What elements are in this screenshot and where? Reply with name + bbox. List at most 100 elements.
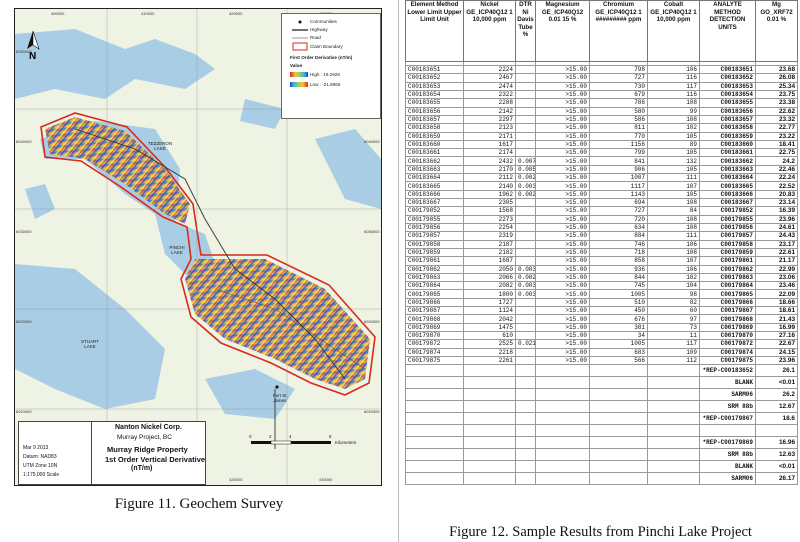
cell-dtr-ni xyxy=(515,355,536,366)
cell-chromium: 844 xyxy=(589,272,648,283)
cell-empty xyxy=(589,364,648,378)
cell-nickel: 1124 xyxy=(463,306,516,316)
cell-mg-xrf: 22.09 xyxy=(755,289,798,299)
cell-analyte-id: C00183667 xyxy=(699,197,756,208)
header-magnesium: Magnesium GE_ICP40Q12 0.01 15 % xyxy=(535,0,590,62)
table-row: C00179856 2254 >15.00 634 108 C00179856 24.61 xyxy=(405,222,798,233)
cell-sample-id: C00179875 xyxy=(405,355,464,366)
cell-qc-analyte: *REP-C00179869 xyxy=(699,436,756,450)
table-header-row: Element Method Lower Limit Upper Limit U… xyxy=(405,0,798,62)
cell-empty xyxy=(463,424,516,438)
cell-analyte-id: C00183656 xyxy=(699,106,756,116)
map-title-block: Nanton Nickel Corp. Murray Project, BC M… xyxy=(18,421,206,485)
cell-analyte-id: C00183652 xyxy=(699,73,756,83)
cell-chromium: 586 xyxy=(589,114,648,125)
cell-empty xyxy=(515,448,536,462)
cell-sample-id: C00183657 xyxy=(405,114,464,125)
coord-top-3: 420000 xyxy=(229,11,243,16)
cell-empty xyxy=(535,436,590,450)
table-row: C00179874 2218 >15.00 683 109 C00179874 24.15 xyxy=(405,347,798,357)
cell-mg-xrf: 25.34 xyxy=(755,81,798,91)
community-marker xyxy=(275,385,279,389)
cell-nickel: 2182 xyxy=(463,247,516,258)
table-row: C00183653 2474 >15.00 730 117 C00183653 25.34 xyxy=(405,81,798,91)
table-row: C00183663 2170 0.005 >15.00 906 105 C00183663 2… xyxy=(405,164,798,175)
cell-dtr-ni xyxy=(515,114,536,125)
cell-analyte-id: C00179859 xyxy=(699,247,756,258)
legend-symbols xyxy=(290,20,308,87)
header-cobalt: Cobalt GE_ICP40Q12 1 10,000 ppm xyxy=(647,0,700,62)
cell-nickel: 2474 xyxy=(463,81,516,91)
cell-qc-mg-xrf: 18.6 xyxy=(755,412,798,426)
cell-cobalt: 106 xyxy=(647,264,700,274)
cell-chromium: 727 xyxy=(589,73,648,83)
cell-magnesium: >15.00 xyxy=(535,322,590,333)
geochem-map: 400000 410000 420000 430000 400000 41000… xyxy=(14,8,382,486)
cell-cobalt: 111 xyxy=(647,173,700,183)
cell-sample-id: C00183654 xyxy=(405,89,464,100)
cell-dtr-ni: 0.005 xyxy=(515,164,536,175)
cell-dtr-ni: 0.002 xyxy=(515,272,536,283)
title-property: Murray Ridge Property xyxy=(107,445,188,454)
cell-dtr-ni xyxy=(515,64,536,75)
cell-empty xyxy=(463,436,516,450)
cell-sample-id: C00179858 xyxy=(405,239,464,249)
cell-empty xyxy=(647,376,700,390)
cell-sample-id: C00179867 xyxy=(405,306,464,316)
cell-qc-analyte: BLANK xyxy=(699,460,756,474)
cell-empty xyxy=(405,424,464,438)
cell-chromium: 798 xyxy=(589,64,648,75)
cell-empty xyxy=(405,460,464,474)
cell-dtr-ni xyxy=(515,106,536,116)
table-row: C00179858 2187 >15.00 746 106 C00179858 23.17 xyxy=(405,239,798,249)
cell-analyte-id: C00183664 xyxy=(699,173,756,183)
cell-sample-id: C00179874 xyxy=(405,347,464,357)
cell-magnesium: >15.00 xyxy=(535,339,590,349)
sample-results-table: Element Method Lower Limit Upper Limit U… xyxy=(405,0,798,486)
cell-mg-xrf: 23.96 xyxy=(755,214,798,224)
cell-magnesium: >15.00 xyxy=(535,314,590,324)
cell-dtr-ni xyxy=(515,314,536,324)
cell-mg-xrf: 24.61 xyxy=(755,222,798,233)
cell-analyte-id: C00179870 xyxy=(699,330,756,341)
cell-chromium: 799 xyxy=(589,148,648,158)
cell-analyte-id: C00183651 xyxy=(699,64,756,75)
legend-derivative-title: First Order Derivative (nT/m) xyxy=(290,55,353,60)
qc-row: *REP-C00179867 18.6 xyxy=(405,412,798,426)
cell-cobalt: 105 xyxy=(647,131,700,141)
cell-magnesium: >15.00 xyxy=(535,206,590,216)
cell-mg-xrf: 26.08 xyxy=(755,73,798,83)
figure-12-caption: Figure 12. Sample Results from Pinchi La… xyxy=(449,524,752,540)
cell-empty xyxy=(405,364,464,378)
coord-right-4: 6020000 xyxy=(364,319,380,324)
cell-empty xyxy=(589,412,648,426)
cell-magnesium: >15.00 xyxy=(535,123,590,133)
cell-mg-xrf: 22.99 xyxy=(755,264,798,274)
cell-nickel: 610 xyxy=(463,330,516,341)
cell-empty xyxy=(647,436,700,450)
cell-analyte-id: C00183657 xyxy=(699,114,756,125)
cell-chromium: 727 xyxy=(589,206,648,216)
header-mg-xrf: Mg GO_XRF72 0.01 % xyxy=(755,0,798,62)
cell-sample-id: C00183653 xyxy=(405,81,464,91)
cell-chromium: 381 xyxy=(589,322,648,333)
cell-dtr-ni: 0.002 xyxy=(515,189,536,200)
cell-magnesium: >15.00 xyxy=(535,214,590,224)
cell-sample-id: C00179872 xyxy=(405,339,464,349)
cell-empty xyxy=(463,400,516,414)
cell-empty xyxy=(647,400,700,414)
cell-chromium: 718 xyxy=(589,247,648,258)
cell-qc-mg-xrf: 16.96 xyxy=(755,436,798,450)
cell-nickel: 1568 xyxy=(463,206,516,216)
cell-nickel: 2319 xyxy=(463,231,516,241)
cell-analyte-id: C00179864 xyxy=(699,281,756,291)
qc-row: BLANK <0.01 xyxy=(405,376,798,390)
cell-analyte-id: C00183659 xyxy=(699,131,756,141)
cell-qc-analyte: *REP-C00183652 xyxy=(699,364,756,378)
table-row: C00183667 2305 >15.00 694 108 C00183667 23.14 xyxy=(405,197,798,208)
cell-magnesium: >15.00 xyxy=(535,281,590,291)
cell-analyte-id: C00179865 xyxy=(699,289,756,299)
cell-analyte-id: C00179852 xyxy=(699,206,756,216)
table-row: C00179857 2319 >15.00 884 111 C00179857 24.43 xyxy=(405,231,798,241)
cell-empty xyxy=(589,424,648,438)
